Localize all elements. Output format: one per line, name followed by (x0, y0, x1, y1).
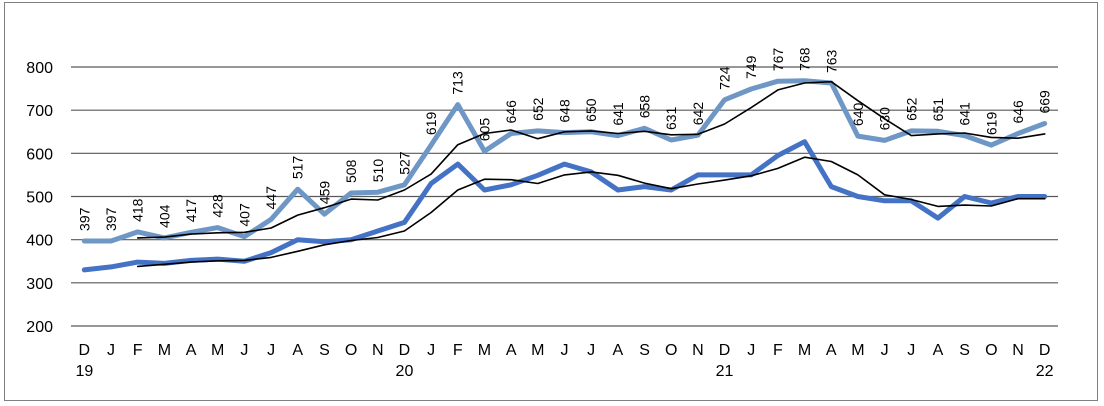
data-label: 630 (877, 107, 893, 131)
data-label: 417 (183, 199, 199, 223)
data-label: 646 (503, 100, 519, 124)
x-tick-label: J (427, 342, 435, 359)
x-tick-label: F (453, 342, 463, 359)
data-label: 641 (957, 102, 973, 126)
data-label: 646 (1010, 100, 1026, 124)
series-line-avg_dark (136, 156, 1046, 268)
x-tick-label: S (639, 342, 650, 359)
x-tick-label: A (506, 342, 517, 359)
x-tick-label: J (107, 342, 115, 359)
x-tick-label: F (773, 342, 783, 359)
data-label: 651 (930, 98, 946, 122)
data-label: 418 (130, 198, 146, 222)
y-tick-label: 800 (26, 60, 53, 77)
data-label: 631 (663, 106, 679, 130)
x-tick-label: A (933, 342, 944, 359)
data-label-layer: 397 397 418 404 417 428 407 447 517 459 508 510 527 6… (76, 47, 1052, 231)
data-label: 669 (1037, 90, 1053, 114)
x-tick-label: O (345, 342, 357, 359)
data-label: 619 (983, 112, 999, 136)
x-tick-label: S (319, 342, 330, 359)
data-label: 763 (823, 49, 839, 73)
x-tick-label: D (79, 342, 91, 359)
data-label: 508 (343, 159, 359, 183)
x-tick-label: M (478, 342, 491, 359)
x-tick-label: M (158, 342, 171, 359)
data-label: 640 (850, 102, 866, 126)
data-label: 767 (770, 48, 786, 72)
x-tick-label: M (851, 342, 864, 359)
data-label: 768 (797, 47, 813, 71)
data-label: 459 (316, 181, 332, 205)
y-tick-label: 400 (26, 233, 53, 250)
data-label: 397 (76, 207, 92, 231)
series-layer (81, 78, 1048, 273)
data-label: 658 (636, 95, 652, 119)
data-label: 652 (530, 97, 546, 121)
data-label: 397 (103, 207, 119, 231)
data-label: 641 (610, 102, 626, 126)
data-label: 605 (476, 118, 492, 142)
data-label: 407 (236, 203, 252, 227)
data-label: 713 (450, 71, 466, 95)
x-tick-label: J (267, 342, 275, 359)
x-tick-label: D (719, 342, 731, 359)
data-label: 447 (263, 186, 279, 210)
data-label: 724 (717, 66, 733, 90)
x-tick-label: J (240, 342, 248, 359)
data-label: 510 (370, 159, 386, 183)
x-tick-label: N (1012, 342, 1024, 359)
x-tick-label: N (692, 342, 704, 359)
x-tick-label: A (292, 342, 303, 359)
data-label: 517 (290, 156, 306, 180)
x-tick-label: J (561, 342, 569, 359)
grid-layer (71, 66, 1058, 284)
data-label: 428 (210, 194, 226, 218)
x-tick-label: A (186, 342, 197, 359)
x-tick-label: D (399, 342, 411, 359)
x-tick-label: S (959, 342, 970, 359)
y-tick-label: 300 (26, 276, 53, 293)
data-label: 527 (396, 151, 412, 175)
x-tick-label: J (747, 342, 755, 359)
x-tick-label: J (907, 342, 915, 359)
x-year-label: 22 (1036, 363, 1054, 380)
y-tick-label: 200 (26, 319, 53, 336)
data-label: 648 (557, 99, 573, 123)
series-line-dark (81, 139, 1048, 273)
x-tick-label: J (881, 342, 889, 359)
x-tick-label: A (613, 342, 624, 359)
x-tick-label: J (587, 342, 595, 359)
x-tick-label: M (798, 342, 811, 359)
series-line-avg_light (136, 80, 1046, 239)
data-label: 404 (156, 204, 172, 228)
data-label: 619 (423, 112, 439, 136)
x-tick-label: M (531, 342, 544, 359)
x-tick-label: M (211, 342, 224, 359)
x-year-label: 20 (396, 363, 414, 380)
data-label: 652 (903, 97, 919, 121)
x-year-label: 21 (716, 363, 734, 380)
x-tick-label: F (133, 342, 143, 359)
x-tick-label: A (826, 342, 837, 359)
x-tick-label: N (372, 342, 384, 359)
data-label: 642 (690, 102, 706, 126)
x-year-label: 19 (75, 363, 93, 380)
x-tick-label: D (1039, 342, 1051, 359)
x-tick-label: O (985, 342, 997, 359)
x-tick-label: O (665, 342, 677, 359)
y-tick-label: 700 (26, 103, 53, 120)
data-label: 749 (743, 55, 759, 79)
y-tick-label: 500 (26, 190, 53, 207)
y-tick-label: 600 (26, 146, 53, 163)
data-label: 650 (583, 98, 599, 122)
